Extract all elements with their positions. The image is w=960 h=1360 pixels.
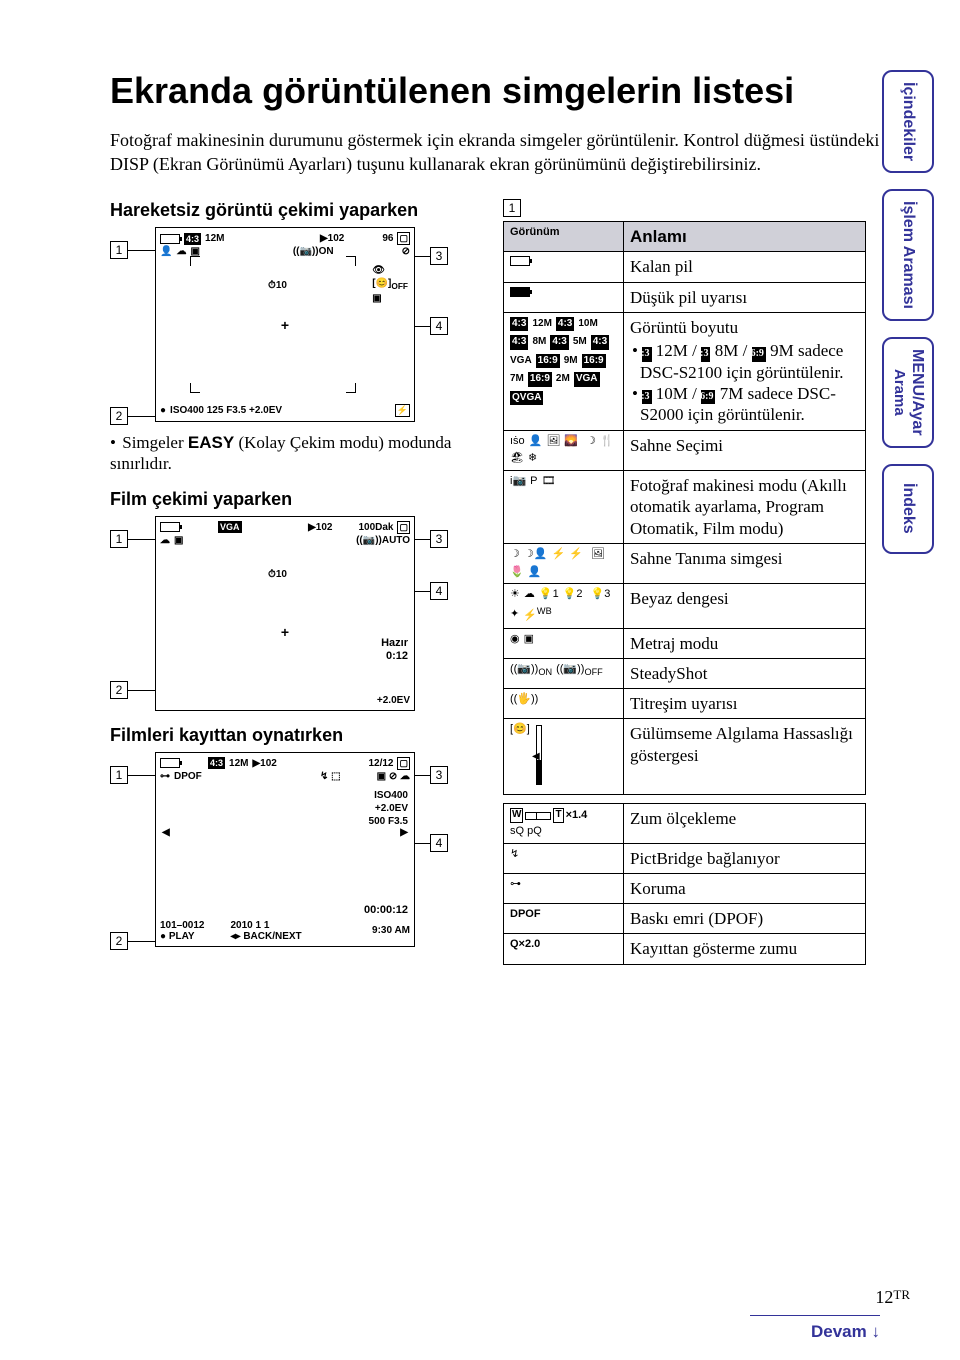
table-row: ↯ PictBridge bağlanıyor [504,843,866,873]
table-row: i📷 P 🎞 Fotoğraf makinesi modu (Akıllı ot… [504,471,866,544]
scene-icons: ıṡo 👤 🖼 🌄☽ 🍴 🏖 ❄ [510,435,617,467]
tab-operation-search[interactable]: İşlem Araması [882,189,934,321]
continue-link[interactable]: Devam [750,1315,880,1342]
table-row: Kalan pil [504,252,866,282]
battery-full-icon [510,256,530,266]
callout-2: 2 [110,407,128,425]
table-row: ıṡo 👤 🖼 🌄☽ 🍴 🏖 ❄ Sahne Seçimi [504,430,866,471]
movie-heading: Film çekimi yaparken [110,489,475,510]
wb-icons: ☀ ☁ 💡1 💡2💡3 ✦ ⚡WB [510,588,617,623]
tab-menu-settings[interactable]: MENU/AyarArama [882,337,934,448]
col-display: Görünüm [504,222,624,252]
battery-low-icon [510,287,530,297]
table-row: ((🖐)) Titreşim uyarısı [504,689,866,719]
steadyshot-icons: ((📷))ON ((📷))OFF [510,663,617,679]
table-row: ⊶ Koruma [504,873,866,903]
callout-3: 3 [430,247,448,265]
table-row: ☀ ☁ 💡1 💡2💡3 ✦ ⚡WB Beyaz dengesi [504,584,866,628]
page-title: Ekranda görüntülenen simgelerin listesi [110,70,910,111]
table-row: ☽ ☽👤 ⚡ ⚡🖼 🌷 👤 Sahne Tanıma simgesi [504,543,866,584]
table-row: WT ×1.4 sQ pQ Zum ölçekleme [504,804,866,843]
pictbridge-icon: ↯ [504,843,624,873]
table-row: [😊] ◀ Gülümseme Algılama Hassaslığı göst… [504,719,866,795]
protect-icon: ⊶ [504,873,624,903]
table-row: ((📷))ON ((📷))OFF SteadyShot [504,658,866,688]
playback-heading: Filmleri kayıttan oynatırken [110,725,475,746]
table-row: Q×2.0 Kayıttan gösterme zumu [504,934,866,964]
movie-diagram: 1 2 3 4 VGA ▶102 100Dak [110,516,475,711]
still-heading: Hareketsiz görüntü çekimi yaparken [110,200,475,221]
tab-contents[interactable]: İçindekiler [882,70,934,173]
col-meaning: Anlamı [624,222,866,252]
table-group-1: Görünüm Anlamı Kalan pil Düşük pil uyarı… [503,221,866,795]
easy-note: • Simgeler EASY (Kolay Çekim modu) modun… [110,432,475,475]
image-size-icons: 4:312M 4:310M 4:38M 4:35M 4:3VGA 16:99M … [510,317,617,406]
page-number: 12TR [875,1287,910,1308]
callout-1: 1 [110,241,128,259]
table-row: DPOF Baskı emri (DPOF) [504,904,866,934]
table-row: 4:312M 4:310M 4:38M 4:35M 4:3VGA 16:99M … [504,312,866,430]
table-group-1b: WT ×1.4 sQ pQ Zum ölçekleme ↯ PictBridge… [503,803,866,964]
scene-rec-icons: ☽ ☽👤 ⚡ ⚡🖼 🌷 👤 [510,548,617,580]
tab-index[interactable]: İndeks [882,464,934,554]
mode-icons: i📷 P 🎞 [510,475,617,489]
dpof-icon: DPOF [504,904,624,934]
metering-icons: ◉ ▣ [510,633,617,647]
table-row: ◉ ▣ Metraj modu [504,628,866,658]
table-row: Düşük pil uyarısı [504,282,866,312]
smile-indicator-icon: [😊] ◀ [504,719,624,795]
group-1: 1 [503,199,521,217]
intro-text: Fotoğraf makinesinin durumunu göstermek … [110,129,910,176]
playback-zoom-icon: Q×2.0 [504,934,624,964]
playback-diagram: 1 2 3 4 4:312M ▶102 12/12 ▢ [110,752,475,947]
still-diagram: 1 2 3 4 4:312M ▶102 96 ▢ [110,227,475,422]
zoom-scale-icon: WT ×1.4 sQ pQ [504,804,624,843]
vibration-icon: ((🖐)) [510,693,538,705]
callout-4: 4 [430,317,448,335]
